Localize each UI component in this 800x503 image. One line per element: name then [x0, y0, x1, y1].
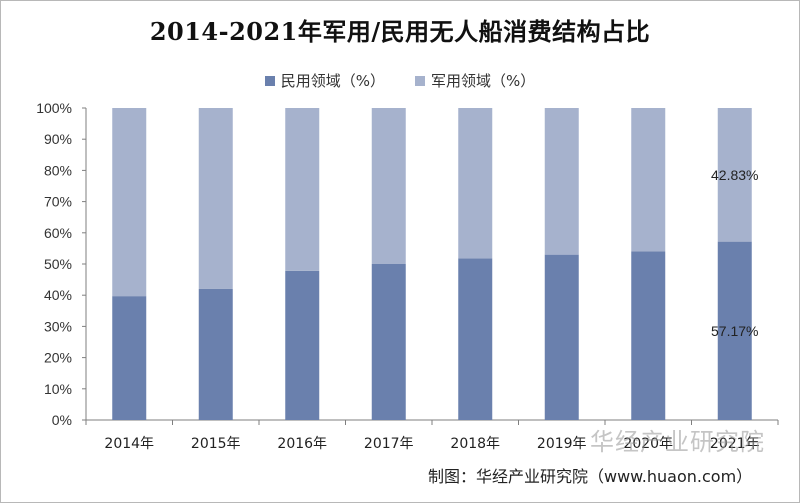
y-tick-label: 70%	[44, 194, 72, 210]
y-tick-label: 100%	[36, 100, 72, 116]
watermark: 华经产业研究院	[590, 428, 765, 456]
source-note: 制图：华经产业研究院（www.huaon.com）	[428, 467, 753, 486]
bar-segment-military	[544, 108, 579, 255]
x-tick-label: 2015年	[191, 436, 241, 452]
bar-segment-civil	[544, 254, 579, 420]
data-label: 42.83%	[711, 167, 758, 183]
y-tick-label: 40%	[44, 287, 72, 303]
legend-swatch-military	[415, 75, 425, 86]
bar-segment-military	[285, 108, 320, 271]
bar-segment-civil	[631, 251, 666, 420]
y-tick-label: 20%	[44, 350, 72, 366]
bar-segment-civil	[458, 258, 493, 420]
x-tick-label: 2019年	[537, 436, 587, 452]
bar-segment-civil	[717, 241, 752, 420]
legend-label-civil: 民用领域（%）	[280, 72, 385, 90]
bar-segment-civil	[112, 296, 147, 420]
y-tick-label: 80%	[44, 162, 72, 178]
legend-item-military: 军用领域（%）	[415, 70, 535, 91]
bar-segment-civil	[198, 288, 233, 420]
data-label: 57.17%	[711, 323, 758, 339]
x-tick-label: 2016年	[277, 436, 327, 452]
y-tick-label: 30%	[44, 318, 72, 334]
x-tick-label: 2021年	[710, 436, 760, 452]
legend-swatch-civil	[264, 75, 275, 86]
legend-item-civil: 民用领域（%）	[264, 70, 385, 91]
y-tick-label: 50%	[44, 256, 72, 272]
y-tick-label: 10%	[44, 381, 72, 397]
chart-title: 2014-2021年军用/民用无人船消费结构占比	[149, 17, 651, 46]
legend-label-military: 军用领域（%）	[431, 72, 536, 90]
x-tick-label: 2014年	[104, 436, 154, 452]
bar-segment-military	[458, 108, 493, 259]
y-tick-label: 60%	[44, 225, 72, 241]
x-tick-label: 2017年	[364, 436, 414, 452]
x-tick-label: 2020年	[623, 436, 673, 452]
y-tick-label: 0%	[52, 412, 72, 428]
bar-segment-military	[631, 108, 666, 252]
bar-segment-military	[371, 108, 406, 264]
bar-segment-civil	[285, 270, 320, 420]
bar-segment-military	[112, 108, 147, 297]
legend: 民用领域（%） 军用领域（%）	[0, 70, 800, 91]
x-tick-label: 2018年	[450, 436, 500, 452]
bar-segment-military	[717, 108, 752, 242]
bar-segment-civil	[371, 264, 406, 420]
bar-segment-military	[198, 108, 233, 289]
y-tick-label: 90%	[44, 131, 72, 147]
